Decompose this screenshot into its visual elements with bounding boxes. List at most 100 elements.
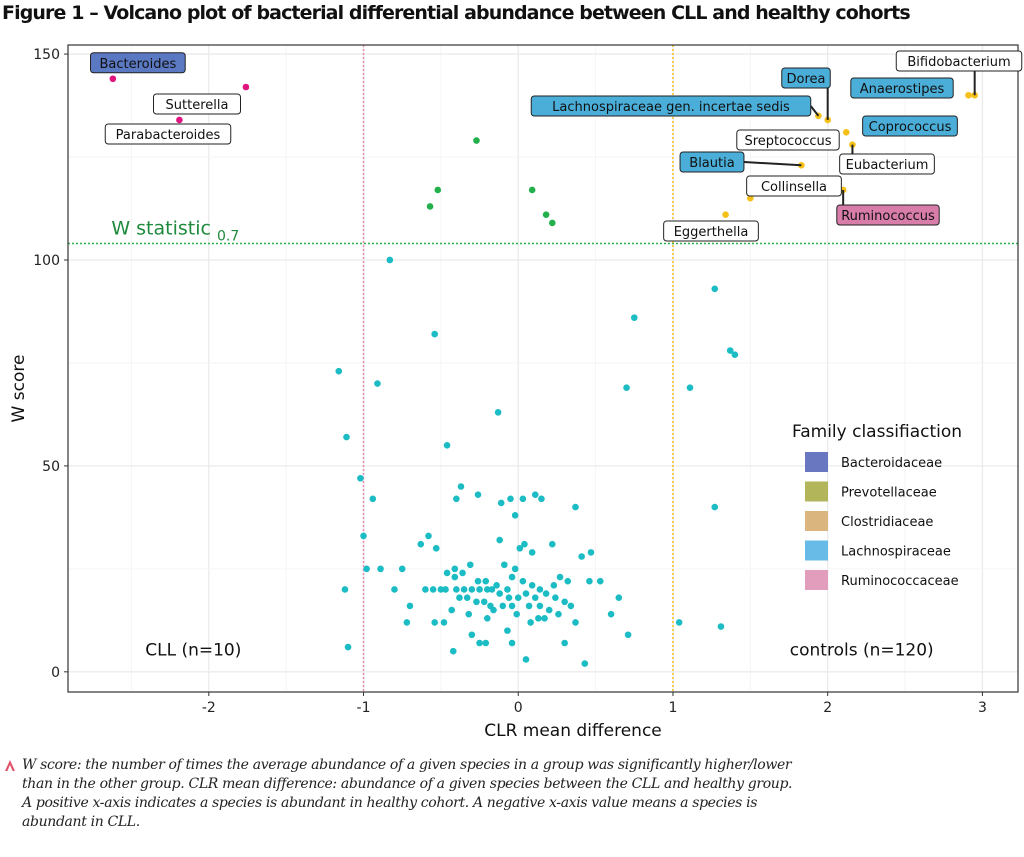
data-point-not-significant bbox=[630, 314, 638, 321]
data-point-not-significant bbox=[572, 619, 579, 626]
grid bbox=[68, 45, 1018, 692]
data-point-above-threshold-middle bbox=[473, 137, 480, 144]
data-point-not-significant bbox=[504, 627, 511, 634]
data-point-not-significant bbox=[466, 561, 474, 569]
point-label-box bbox=[90, 52, 186, 74]
data-point-not-significant bbox=[508, 573, 516, 581]
data-point-not-significant bbox=[499, 602, 507, 610]
data-point-not-significant bbox=[459, 569, 466, 577]
point-label-text: Sutterella bbox=[166, 98, 229, 113]
data-point-above-threshold-middle bbox=[426, 203, 434, 210]
point-label-box bbox=[530, 95, 812, 117]
data-point-not-significant bbox=[476, 586, 483, 593]
footnote: W score: the number of times the average… bbox=[4, 756, 804, 832]
data-point-not-significant bbox=[596, 577, 604, 585]
data-point-not-significant bbox=[422, 586, 429, 593]
data-point-not-significant bbox=[505, 594, 513, 601]
data-point-not-significant bbox=[429, 586, 437, 593]
data-point-not-significant bbox=[369, 495, 377, 503]
legend-label: Bacteroidaceae bbox=[841, 456, 942, 471]
legend-label: Lachnospiraceae bbox=[841, 545, 951, 560]
data-point-not-significant bbox=[587, 549, 595, 556]
data-point-not-significant bbox=[511, 512, 519, 519]
data-point-not-significant bbox=[488, 586, 496, 593]
x-tick-label: 3 bbox=[978, 700, 987, 716]
data-point-not-significant bbox=[483, 586, 491, 593]
data-point-not-significant bbox=[494, 409, 502, 416]
data-point-not-significant bbox=[463, 594, 471, 601]
data-point-not-significant bbox=[377, 565, 384, 573]
data-point-not-significant bbox=[482, 639, 490, 647]
data-point-not-significant bbox=[528, 549, 536, 556]
point-label-text: Blautia bbox=[689, 156, 734, 171]
data-point-not-significant bbox=[468, 631, 476, 639]
data-point-above-threshold-middle bbox=[542, 211, 550, 218]
x-tick-label: -2 bbox=[202, 700, 216, 716]
data-point-not-significant bbox=[607, 610, 615, 618]
data-point-not-significant bbox=[561, 639, 568, 647]
data-point-not-significant bbox=[538, 495, 545, 503]
data-point-not-significant bbox=[493, 582, 500, 589]
data-point-not-significant bbox=[453, 495, 460, 503]
data-point-not-significant bbox=[525, 602, 533, 610]
group-annotation: CLL (n=10) bbox=[145, 640, 241, 660]
data-point-not-significant bbox=[443, 569, 451, 577]
data-point-not-significant bbox=[504, 586, 511, 593]
data-point-not-significant bbox=[686, 384, 694, 391]
axes: -2 -1 0 1 2 3 0 50 100 150 CLR mean difference W sc… bbox=[9, 47, 987, 741]
data-point-not-significant bbox=[483, 614, 491, 622]
data-point-not-significant bbox=[519, 495, 527, 503]
data-point-not-significant bbox=[552, 594, 559, 601]
data-point-not-significant bbox=[482, 577, 490, 585]
threshold-label: W statistic 0.7 bbox=[111, 218, 239, 245]
label-leader-line bbox=[809, 105, 820, 117]
point-label-text: Anaerostipes bbox=[860, 82, 945, 97]
data-point-not-significant bbox=[501, 561, 508, 569]
data-point-above-threshold-middle bbox=[548, 219, 556, 227]
legend-swatch bbox=[805, 481, 828, 502]
data-point-not-significant bbox=[711, 285, 719, 293]
point-label-box bbox=[862, 115, 958, 137]
data-point-not-significant bbox=[344, 643, 352, 651]
data-point-above-threshold-middle bbox=[434, 186, 442, 194]
point-label-text: Lachnospiraceae gen. incertae sedis bbox=[552, 100, 790, 115]
data-point-not-significant bbox=[567, 602, 575, 610]
data-point-not-significant bbox=[522, 590, 530, 597]
data-point-not-significant bbox=[449, 647, 457, 655]
data-point-not-significant bbox=[451, 573, 459, 581]
data-point-not-significant bbox=[711, 503, 719, 511]
data-point-not-significant bbox=[536, 602, 544, 610]
data-point-not-significant bbox=[457, 483, 465, 490]
point-label-text: Eggerthella bbox=[674, 225, 749, 240]
data-point-not-significant bbox=[531, 594, 539, 601]
data-point-not-significant bbox=[514, 594, 522, 601]
data-point-significant-cll bbox=[242, 83, 250, 91]
data-point-not-significant bbox=[480, 598, 488, 606]
data-point-not-significant bbox=[561, 598, 568, 606]
point-label-text: Bifidobacterium bbox=[907, 55, 1010, 70]
data-point-not-significant bbox=[528, 582, 536, 589]
point-label-box bbox=[663, 220, 759, 242]
data-point-not-significant bbox=[717, 623, 725, 630]
y-tick-label: 100 bbox=[33, 253, 60, 269]
data-point-not-significant bbox=[432, 544, 440, 552]
data-point-not-significant bbox=[564, 577, 572, 585]
point-label-text: Dorea bbox=[787, 72, 826, 87]
label-leader-line bbox=[743, 161, 802, 167]
figure-title: Figure 1 – Volcano plot of bacterial dif… bbox=[2, 2, 911, 24]
data-point-not-significant bbox=[536, 586, 544, 593]
data-point-not-significant bbox=[496, 536, 503, 544]
data-point-not-significant bbox=[519, 577, 527, 585]
data-point-not-significant bbox=[341, 586, 349, 593]
x-tick-label: -1 bbox=[357, 700, 371, 716]
point-label-text: Parabacteroides bbox=[116, 128, 221, 143]
data-point-not-significant bbox=[335, 367, 343, 375]
x-tick-label: 1 bbox=[669, 700, 678, 716]
x-tick-label: 2 bbox=[823, 700, 832, 716]
legend-swatch bbox=[805, 570, 828, 590]
caret-up-icon bbox=[5, 760, 15, 771]
reference-lines: W statistic 0.7 bbox=[68, 45, 1018, 692]
data-point-significant-controls bbox=[965, 91, 972, 99]
data-point-not-significant bbox=[456, 594, 463, 601]
data-point-not-significant bbox=[516, 544, 524, 552]
